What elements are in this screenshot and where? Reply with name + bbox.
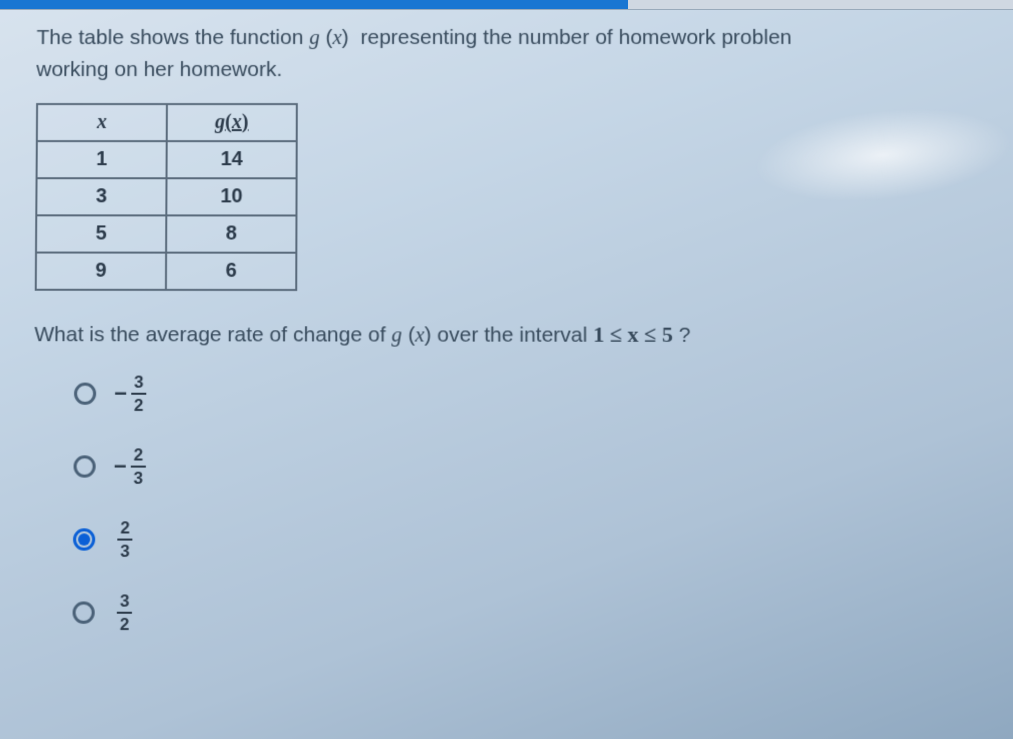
option-value: 23: [113, 519, 153, 560]
question-line1: The table shows the function g (x) repre…: [37, 26, 792, 49]
table-row: 114: [37, 141, 297, 178]
question-subprompt: What is the average rate of change of g …: [34, 321, 986, 348]
table-row: 58: [36, 215, 296, 252]
col-header-x: x: [37, 104, 167, 141]
radio-icon[interactable]: [73, 455, 95, 477]
answer-options: − 32 − 23 23 32: [32, 373, 989, 635]
radio-icon[interactable]: [73, 528, 95, 550]
radio-icon[interactable]: [74, 383, 96, 405]
option-value: − 23: [114, 446, 154, 487]
col-header-gx: g(x): [167, 104, 297, 141]
table-row: 96: [36, 253, 297, 290]
option-a[interactable]: − 32: [74, 373, 987, 415]
function-table: x g(x) 114 310 58 96: [35, 103, 298, 291]
option-value: − 32: [114, 374, 154, 414]
question-prompt: The table shows the function g (x) repre…: [36, 22, 984, 85]
table-row: 310: [36, 178, 296, 215]
option-c[interactable]: 23: [73, 519, 988, 561]
radio-icon[interactable]: [72, 601, 94, 623]
table-header-row: x g(x): [37, 104, 297, 141]
option-b[interactable]: − 23: [73, 446, 987, 488]
question-line2: working on her homework.: [36, 58, 282, 81]
question-content: The table shows the function g (x) repre…: [0, 0, 1013, 698]
option-d[interactable]: 32: [72, 592, 988, 635]
option-value: 32: [113, 592, 154, 633]
